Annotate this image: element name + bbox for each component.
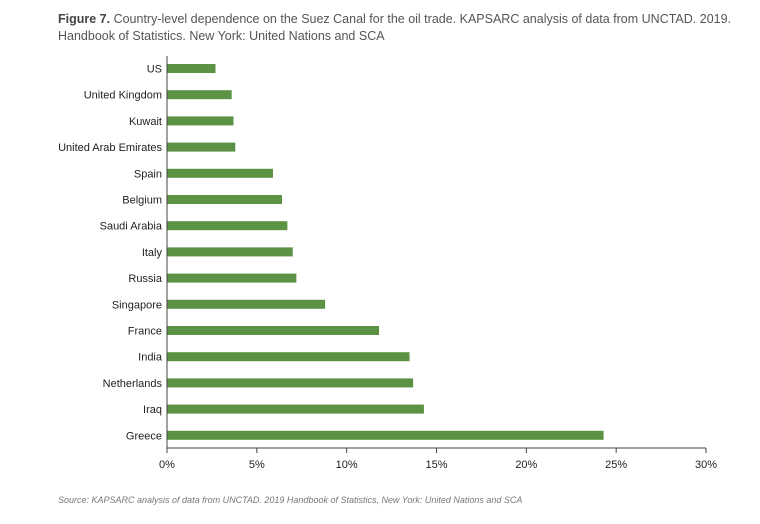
x-tick-label: 0% — [159, 459, 175, 471]
category-label: France — [128, 326, 162, 338]
bar-us — [167, 64, 216, 73]
caption-text: Country-level dependence on the Suez Can… — [58, 12, 732, 43]
x-axis-group: 0% 5% 10% 15% 20% 25% 30% — [159, 56, 717, 471]
bar-russia — [167, 273, 297, 283]
category-label: Greece — [126, 430, 162, 442]
category-label: Netherlands — [103, 378, 163, 390]
x-tick-label: 20% — [515, 459, 537, 471]
bar-netherlands — [167, 378, 414, 388]
category-label: Belgium — [122, 195, 162, 207]
bar-france — [167, 326, 380, 335]
category-label: Singapore — [112, 299, 162, 311]
category-label: Saudi Arabia — [100, 221, 163, 233]
bar-iraq — [167, 404, 424, 414]
x-tick-label: 10% — [336, 459, 358, 471]
category-label: US — [147, 64, 162, 76]
figure-caption: Figure 7. Country-level dependence on th… — [58, 11, 738, 45]
bar-italy — [167, 247, 293, 257]
category-label: India — [138, 352, 163, 364]
bar-greece — [167, 430, 604, 440]
bar-kuwait — [167, 116, 234, 126]
x-tick-label: 5% — [249, 459, 265, 471]
bar-saudi-arabia — [167, 221, 288, 231]
category-label: United Kingdom — [84, 90, 162, 102]
bar-united-kingdom — [167, 90, 232, 100]
category-labels-group: US United Kingdom Kuwait United Arab Emirat… — [58, 64, 163, 443]
category-label: Spain — [134, 168, 162, 180]
source-note: Source: KAPSARC analysis of data from UN… — [58, 495, 523, 505]
category-label: Kuwait — [129, 116, 162, 128]
bar-singapore — [167, 299, 326, 309]
x-tick-label: 15% — [425, 459, 447, 471]
x-tick-label: 25% — [605, 459, 627, 471]
bar-spain — [167, 168, 274, 178]
bar-belgium — [167, 195, 282, 204]
category-label: Italy — [142, 247, 163, 259]
category-label: Russia — [128, 273, 163, 285]
bars-group — [167, 64, 604, 440]
category-label: Iraq — [143, 404, 162, 416]
figure-label: Figure 7. — [58, 12, 111, 26]
bar-india — [167, 352, 410, 362]
category-label: United Arab Emirates — [58, 142, 162, 154]
x-tick-label: 30% — [695, 459, 717, 471]
bar-united-arab-emirates — [167, 142, 236, 152]
